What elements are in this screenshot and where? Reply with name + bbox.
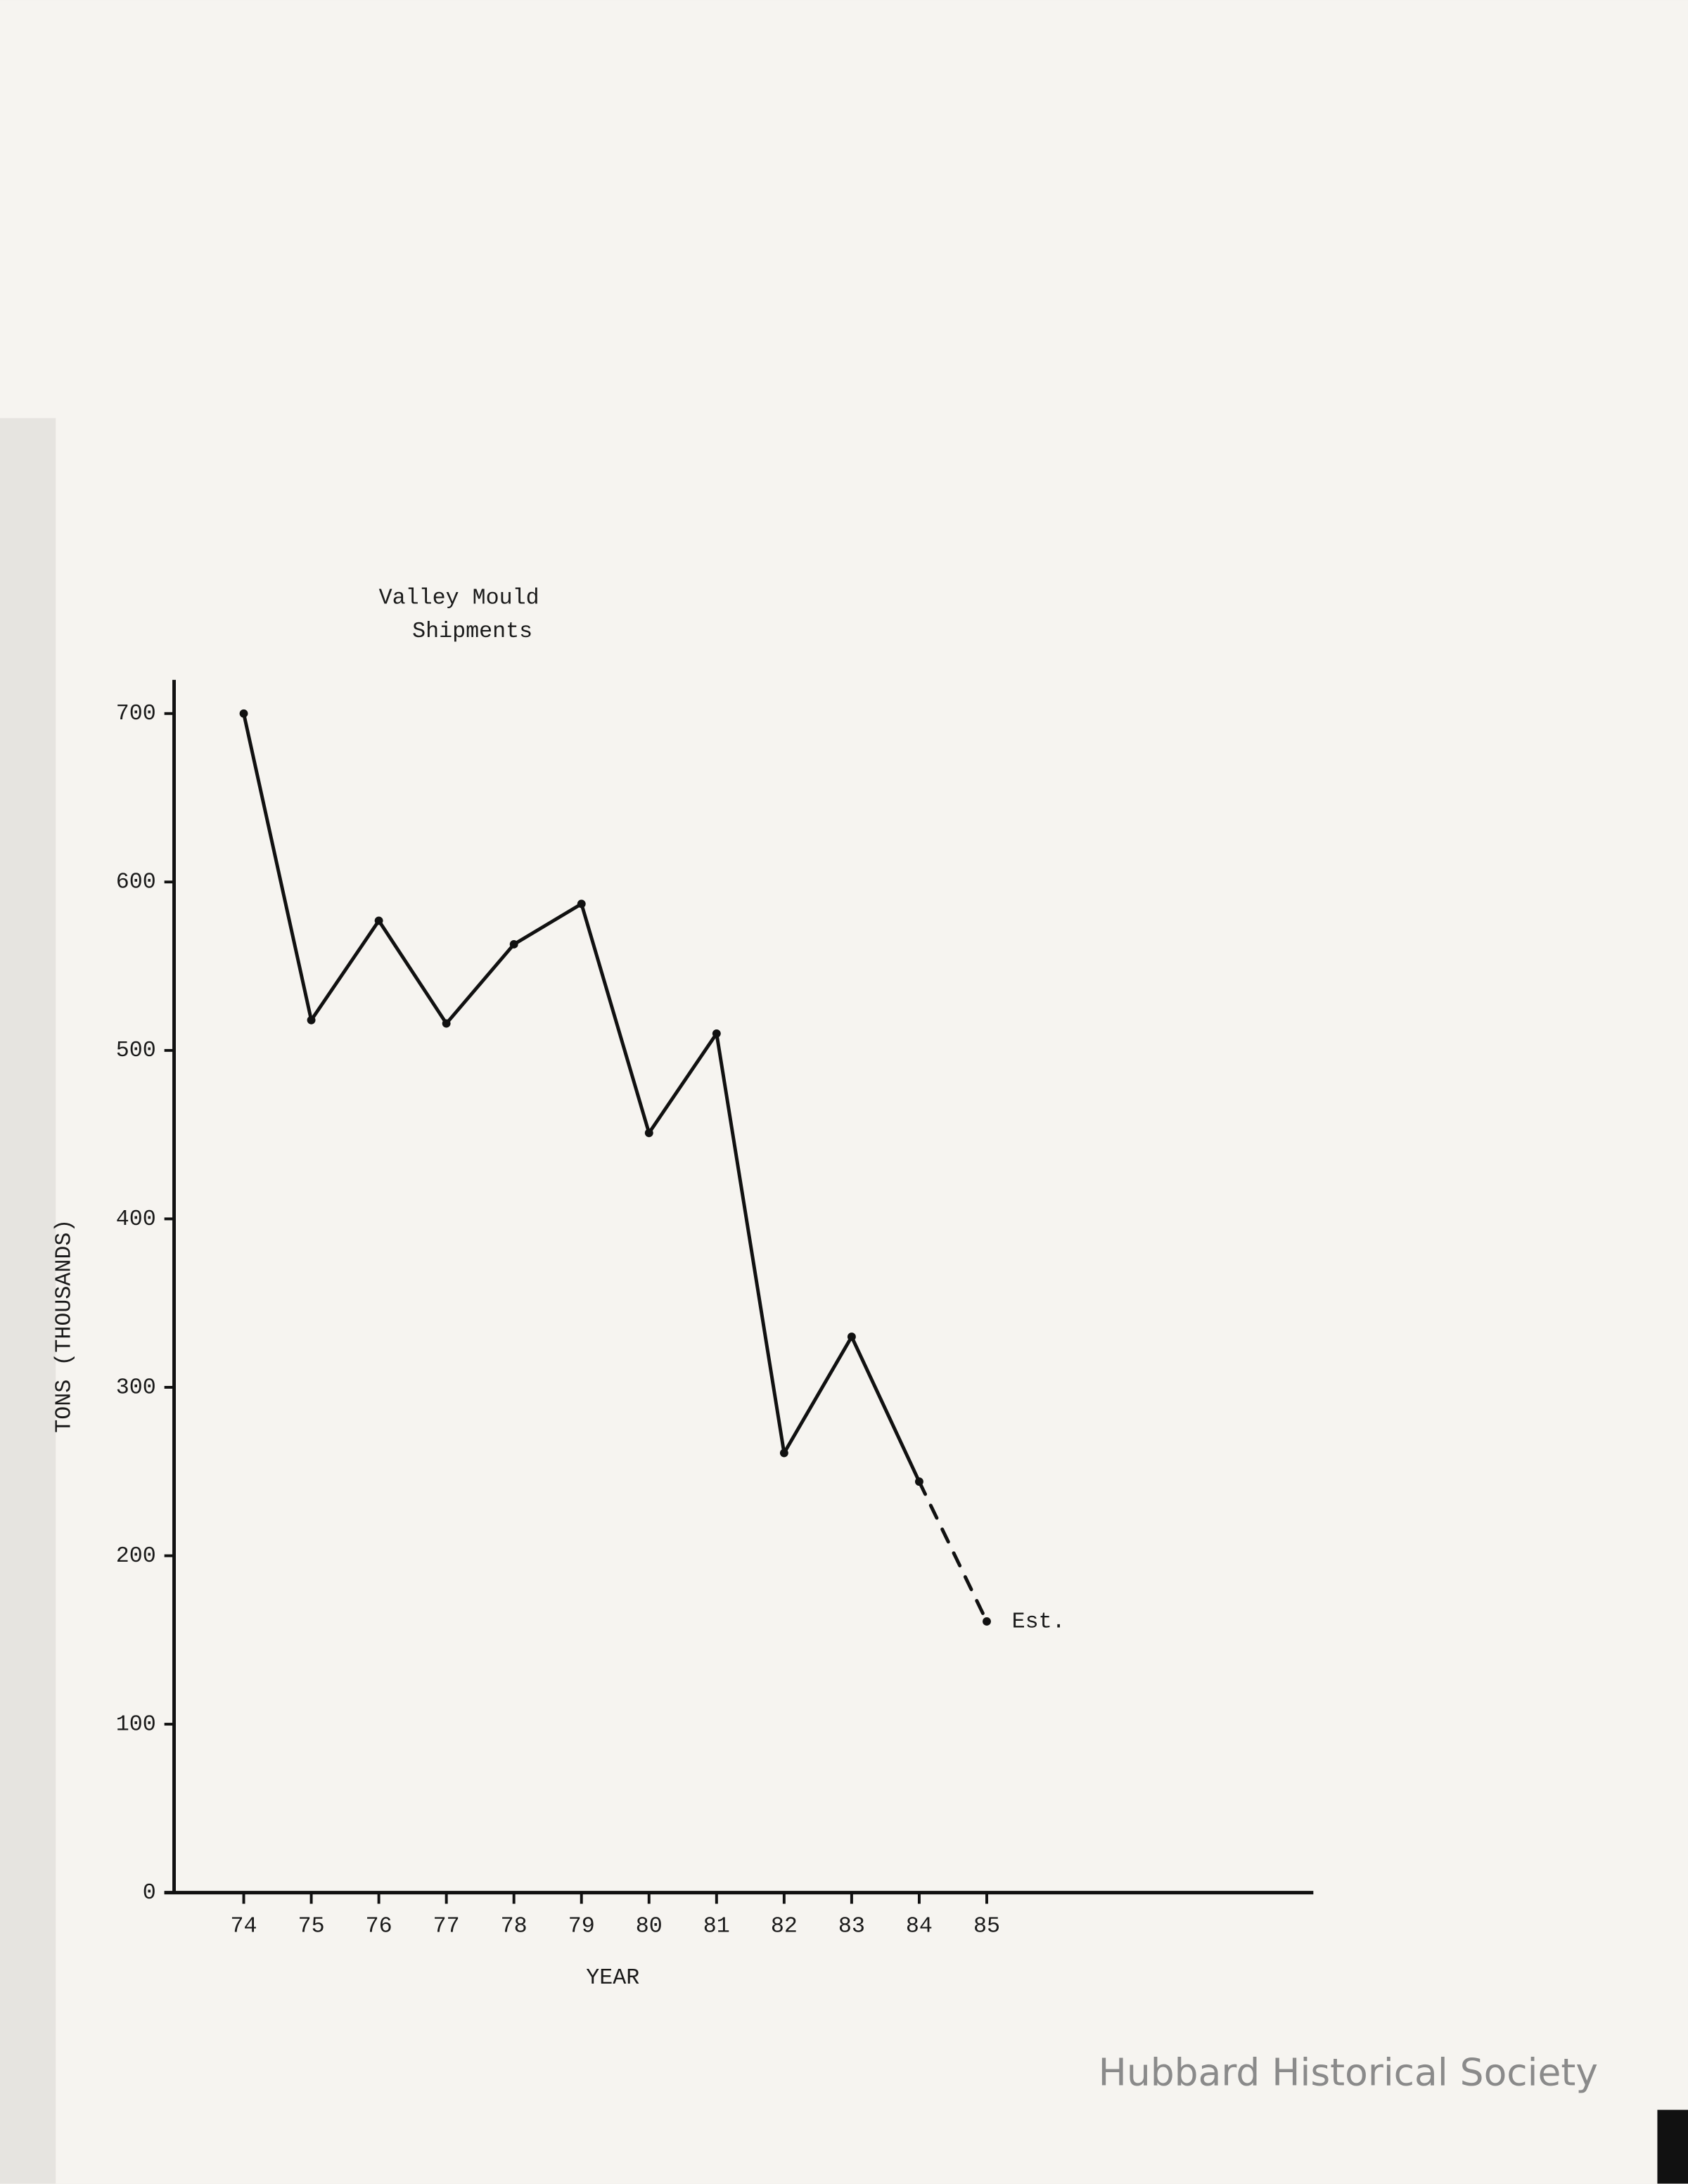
chart-title: Shipments	[412, 619, 532, 644]
line-segment	[512, 901, 584, 946]
y-tick-label: 0	[143, 1880, 156, 1906]
point	[779, 1448, 788, 1458]
point	[307, 1015, 316, 1024]
x-tick-label: 81	[703, 1914, 730, 1939]
y-tick-label: 200	[116, 1543, 156, 1569]
watermark: Hubbard Historical Society	[1099, 2050, 1598, 2095]
line-segment	[715, 1032, 786, 1455]
point	[442, 1019, 451, 1028]
point	[847, 1332, 856, 1342]
x-axis-label: YEAR	[586, 1965, 639, 1991]
line-segment	[309, 918, 381, 1022]
x-tick-label: 85	[973, 1914, 1000, 1939]
y-tick-label: 500	[116, 1038, 156, 1063]
point	[644, 1129, 653, 1138]
x-tick-label: 78	[501, 1914, 528, 1939]
point	[509, 940, 518, 949]
point	[239, 709, 248, 718]
line-segment	[647, 1032, 719, 1135]
x-tick-label: 83	[838, 1914, 865, 1939]
x-tick-label: 76	[366, 1914, 392, 1939]
x-tick-label: 79	[568, 1914, 595, 1939]
annotation: Est.	[1012, 1609, 1066, 1634]
x-tick-label: 77	[433, 1914, 460, 1939]
point	[374, 916, 383, 925]
line-segment	[445, 942, 516, 1026]
line-segment	[242, 712, 314, 1022]
x-tick-label: 80	[636, 1914, 663, 1939]
line-segment	[580, 901, 651, 1135]
line-segment	[917, 1479, 989, 1624]
x-tick-label: 75	[298, 1914, 325, 1939]
x-tick-label: 74	[231, 1914, 257, 1939]
point	[983, 1617, 991, 1626]
y-tick-label: 400	[116, 1207, 156, 1232]
y-tick-label: 700	[116, 701, 156, 726]
x-tick-label: 82	[771, 1914, 798, 1939]
point	[914, 1477, 923, 1486]
y-tick-label: 100	[116, 1711, 156, 1737]
point	[577, 899, 586, 908]
line-segment	[782, 1335, 854, 1455]
chart-title: Valley Mould	[379, 585, 539, 610]
y-tick-label: 600	[116, 870, 156, 895]
point	[712, 1029, 721, 1038]
scan-edge	[1657, 2109, 1688, 2184]
y-axis-label: TONS (THOUSANDS)	[51, 1219, 77, 1433]
x-tick-label: 84	[906, 1914, 933, 1939]
scan-shadow	[0, 418, 56, 2184]
line-segment	[850, 1335, 921, 1484]
line-segment	[377, 918, 449, 1026]
y-tick-label: 300	[116, 1375, 156, 1400]
